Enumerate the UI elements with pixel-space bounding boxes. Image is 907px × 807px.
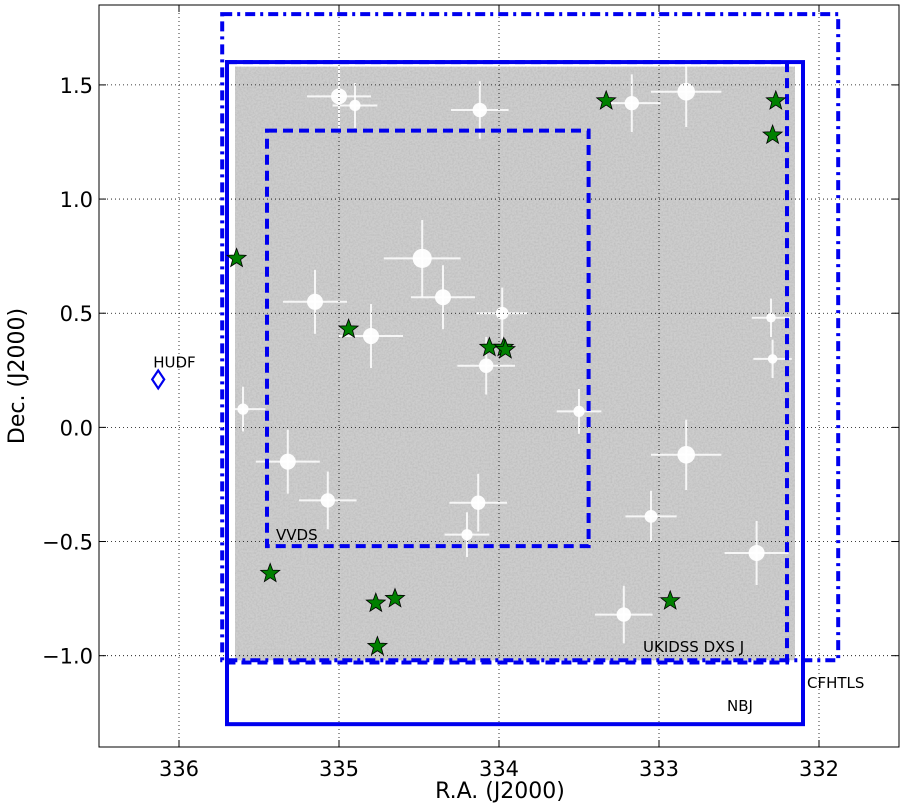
- x-tick-label: 332: [799, 757, 839, 781]
- bright-star-core: [237, 403, 249, 415]
- bright-star: [595, 585, 653, 644]
- survey-label-cfhtls: CFHTLS: [807, 674, 864, 692]
- bright-star-core: [320, 493, 335, 508]
- bright-star: [625, 490, 677, 543]
- bright-star-core: [349, 99, 361, 112]
- bright-star: [283, 269, 347, 334]
- green-star-marker: [226, 247, 248, 268]
- survey-footprint-cfhtls: [220, 12, 841, 663]
- bright-star: [444, 512, 490, 558]
- y-axis-label: Dec. (J2000): [5, 308, 30, 444]
- x-tick-label: 333: [639, 757, 679, 781]
- bright-star: [299, 471, 357, 530]
- sky-image: [220, 56, 795, 661]
- bright-star-core: [495, 306, 509, 320]
- bright-star-core: [472, 102, 487, 118]
- survey-footprints: [220, 12, 841, 727]
- bright-star-core: [412, 248, 432, 269]
- bright-star-core: [624, 95, 639, 111]
- bright-star: [603, 74, 661, 132]
- green-star-marker: [595, 89, 617, 110]
- bright-star-core: [616, 607, 631, 622]
- bright-star-core: [767, 354, 778, 364]
- bright-star: [383, 220, 461, 297]
- bright-star: [332, 83, 378, 128]
- bright-star: [556, 388, 602, 434]
- y-tick-label: 0.5: [60, 302, 93, 326]
- x-tick-label: 335: [319, 757, 359, 781]
- x-tick-label: 334: [479, 757, 519, 781]
- bright-star: [255, 429, 320, 494]
- bright-star: [411, 265, 475, 330]
- bright-star: [449, 473, 507, 532]
- x-tick-label: 336: [159, 757, 199, 781]
- axis-ticks: 336 335 334 333 332 1.5 1.0 0.5 0.0 −0.5 −1.0: [42, 5, 899, 781]
- green-star-marker: [338, 318, 360, 339]
- y-tick-label: 0.0: [60, 416, 93, 440]
- bright-star-core: [573, 405, 585, 417]
- bright-star-core: [461, 529, 473, 541]
- bright-star: [651, 56, 722, 127]
- bright-star-core: [471, 495, 486, 510]
- bright-star: [339, 304, 403, 369]
- y-tick-label: 1.0: [60, 188, 93, 212]
- green-star-marker: [765, 89, 787, 110]
- green-star-marker: [365, 592, 387, 613]
- x-axis-label: R.A. (J2000): [435, 779, 565, 804]
- hudf-marker: [150, 368, 166, 391]
- bright-star-core: [331, 88, 347, 105]
- green-star-marker: [494, 338, 516, 359]
- y-tick-label: −0.5: [42, 531, 93, 555]
- bright-star-core: [748, 544, 765, 561]
- bright-star-core: [279, 453, 296, 470]
- survey-footprint-ukidss-dxs-j: [225, 60, 789, 665]
- survey-label-ukidss-dxs-j: UKIDSS DXS J: [643, 638, 744, 656]
- bright-star-core: [644, 510, 658, 523]
- survey-label-nbj: NBJ: [727, 697, 753, 715]
- bright-star: [751, 298, 791, 337]
- green-star-marker: [366, 635, 388, 656]
- survey-footprint-vvds: [265, 128, 591, 549]
- bright-star-core: [307, 293, 323, 310]
- grid: [99, 5, 899, 747]
- bright-star-core: [766, 312, 776, 323]
- green-star-marker: [659, 589, 681, 610]
- bright-star-core: [677, 82, 695, 101]
- bright-star-core: [363, 328, 379, 345]
- bright-star-core: [435, 289, 451, 306]
- bright-star: [651, 419, 722, 490]
- bright-star-core: [479, 358, 494, 373]
- survey-label-vvds: VVDS: [276, 526, 318, 544]
- markers: NBJ UKIDSS DXS J VVDS CFHTLS HUDF: [150, 89, 864, 715]
- green-star-marker: [384, 587, 406, 608]
- green-star-marker: [762, 123, 784, 145]
- image-noise: [235, 66, 795, 661]
- hudf-label: HUDF: [153, 353, 195, 371]
- bright-star: [724, 520, 789, 585]
- bright-star: [451, 81, 509, 139]
- bright-star-core: [677, 445, 695, 464]
- green-star-marker: [259, 562, 281, 583]
- y-tick-label: −1.0: [42, 645, 93, 669]
- y-tick-label: 1.5: [60, 74, 93, 98]
